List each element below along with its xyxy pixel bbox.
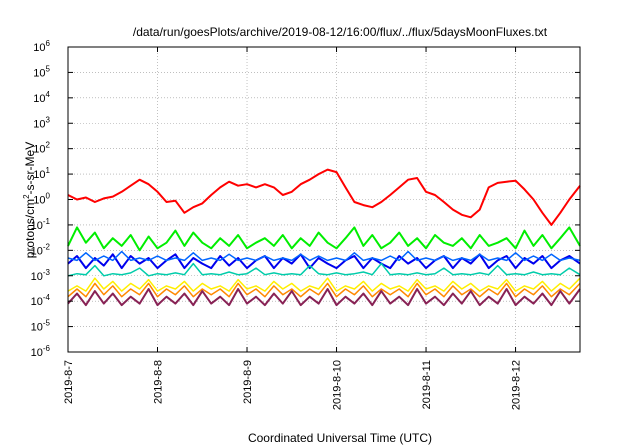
y-tick-label-exp: -6 [43, 344, 51, 353]
series-line-3 [67, 253, 581, 270]
y-tick-label-base: 10 [31, 220, 43, 232]
y-tick-label-base: 10 [33, 195, 45, 207]
y-tick-label-exp: 3 [46, 115, 51, 124]
x-axis-label: Coordinated Universal Time (UTC) [248, 431, 432, 445]
y-axis: 10-610-510-410-310-210-11001011021031041… [31, 39, 580, 359]
y-axis-label-rest: -s-sr-MeV [23, 142, 37, 195]
y-tick-label: 10-3 [31, 268, 51, 283]
y-tick-label-exp: 0 [46, 192, 51, 201]
y-tick-label: 101 [33, 166, 50, 181]
y-axis-label: protons/cm2-s-sr-MeV [22, 142, 37, 258]
series-line-5 [67, 262, 581, 277]
chart-title: /data/run/goesPlots/archive/2019-08-12/1… [133, 25, 548, 39]
y-tick-label: 106 [33, 39, 50, 54]
y-tick-label: 10-4 [31, 293, 51, 308]
y-tick-label: 102 [33, 141, 50, 156]
y-tick-label-base: 10 [33, 118, 45, 130]
y-tick-label-base: 10 [31, 245, 43, 257]
series-line-7 [67, 282, 581, 298]
x-tick-label: 2019-8-8 [153, 360, 165, 404]
y-tick-label-exp: 2 [46, 141, 51, 150]
y-tick-label-exp: -3 [43, 268, 51, 277]
x-tick-label: 2019-8-7 [63, 360, 75, 404]
series-line-4 [67, 250, 581, 262]
y-tick-label: 103 [33, 115, 50, 130]
y-tick-label-base: 10 [31, 322, 43, 334]
series-line-1 [67, 168, 581, 226]
y-tick-label-base: 10 [33, 93, 45, 105]
x-tick-label: 2019-8-10 [332, 360, 344, 410]
y-tick-label-base: 10 [31, 271, 43, 283]
x-tick-label: 2019-8-12 [511, 360, 523, 410]
y-tick-label-exp: -4 [43, 293, 51, 302]
y-tick-label-base: 10 [33, 42, 45, 54]
y-tick-label-base: 10 [33, 169, 45, 181]
y-tick-label-exp: 4 [46, 90, 51, 99]
series-line-8 [67, 288, 581, 307]
y-tick-label-base: 10 [33, 67, 45, 79]
y-tick-label: 10-1 [31, 217, 51, 232]
y-axis-label-base: protons/cm [23, 199, 37, 258]
y-tick-label: 104 [33, 90, 50, 105]
y-tick-label-exp: 5 [46, 64, 51, 73]
y-tick-label-base: 10 [31, 296, 43, 308]
y-tick-label: 10-6 [31, 344, 51, 359]
y-tick-label: 10-2 [31, 242, 51, 257]
x-tick-label: 2019-8-11 [421, 360, 433, 409]
y-tick-label-exp: 6 [46, 39, 51, 48]
y-tick-label-exp: -1 [43, 217, 51, 226]
y-tick-label-exp: -5 [43, 319, 51, 328]
y-tick-label: 105 [33, 64, 50, 79]
y-tick-label: 10-5 [31, 319, 51, 334]
y-axis-label-sup: 2 [22, 194, 31, 199]
y-tick-label-base: 10 [31, 347, 43, 359]
series-group [67, 168, 581, 307]
y-tick-label-exp: -2 [43, 242, 51, 251]
x-axis: 2019-8-7 2019-8-8 2019-8-9 2019-8-10 2019-8-… [63, 47, 523, 410]
y-tick-label: 100 [33, 192, 50, 207]
series-line-2 [67, 226, 581, 252]
x-tick-label: 2019-8-9 [242, 360, 254, 404]
y-tick-label-exp: 1 [46, 166, 51, 175]
series-line-6 [67, 277, 581, 292]
y-tick-label-base: 10 [33, 144, 45, 156]
